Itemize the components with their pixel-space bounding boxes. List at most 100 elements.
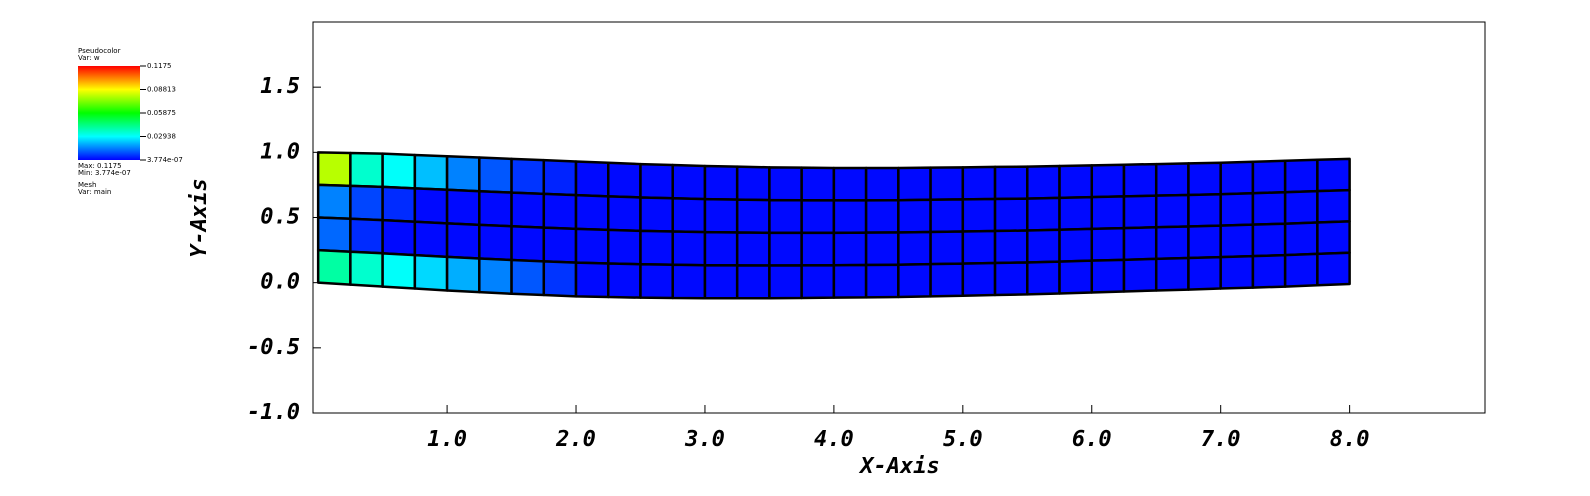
mesh-cell: [800, 263, 836, 300]
legend-max: Max: 0.1175: [78, 162, 122, 170]
mesh-cell: [1154, 193, 1190, 229]
mesh-cell: [671, 263, 707, 300]
mesh-cell: [316, 151, 352, 188]
mesh-cell: [542, 226, 578, 264]
mesh-cell: [993, 165, 1029, 201]
colorbar-tick-label: 3.774e-07: [147, 156, 183, 164]
mesh-cell: [607, 195, 642, 233]
y-tick-label: -1.0: [247, 400, 300, 425]
mesh-cell: [445, 154, 481, 193]
mesh-cell: [542, 158, 578, 197]
mesh-cell: [413, 253, 449, 292]
mesh-cell: [1187, 161, 1222, 197]
mesh-cell: [1090, 195, 1126, 231]
mesh-cell: [349, 250, 384, 288]
mesh-cell: [993, 197, 1029, 233]
mesh-cell: [510, 191, 546, 229]
mesh-cell: [316, 216, 352, 253]
mesh-cell: [478, 257, 513, 295]
mesh-cell: [1090, 163, 1126, 199]
y-tick-label: 1.5: [260, 74, 300, 99]
mesh-cell: [1154, 162, 1190, 197]
mesh-cell: [671, 163, 707, 201]
mesh-cell: [639, 263, 674, 300]
mesh-cell: [929, 262, 965, 298]
mesh-cell: [864, 166, 900, 202]
mesh-cell: [478, 156, 513, 194]
mesh-cell: [768, 264, 803, 300]
mesh-cell: [735, 231, 771, 267]
x-axis-title: X-Axis: [858, 454, 939, 479]
colorbar-tick-label: 0.08813: [147, 85, 176, 93]
mesh-cell: [381, 152, 417, 190]
mesh-cell: [993, 229, 1029, 265]
mesh-cell: [1187, 224, 1222, 260]
mesh-cell: [897, 230, 932, 266]
mesh-cell: [961, 261, 997, 297]
mesh-cell: [639, 229, 674, 267]
mesh-cell: [735, 264, 771, 300]
mesh-cell: [607, 262, 642, 299]
mesh-cell: [510, 225, 546, 263]
x-tick-label: 5.0: [943, 427, 983, 452]
mesh-cell: [607, 228, 642, 266]
mesh-cell: [671, 230, 707, 267]
mesh-cell: [1058, 259, 1094, 295]
mesh-cell: [1219, 160, 1255, 196]
mesh-cell: [1026, 228, 1061, 264]
x-tick-label: 7.0: [1201, 427, 1241, 452]
mesh-cell: [1122, 194, 1158, 230]
mesh-cell: [574, 261, 610, 299]
mesh-cell: [800, 231, 836, 267]
mesh-cell: [542, 260, 578, 298]
mesh-cell: [929, 230, 965, 266]
mesh-cell: [1154, 225, 1190, 261]
mesh-cell: [1058, 227, 1094, 263]
mesh-cell: [1316, 220, 1351, 256]
mesh-cell: [1283, 158, 1319, 194]
mesh-cell: [413, 187, 449, 225]
mesh-cell: [735, 198, 771, 235]
mesh-cell: [1122, 226, 1158, 262]
legend-var: Var: w: [78, 54, 100, 62]
x-tick-label: 3.0: [684, 427, 725, 452]
mesh-cell: [897, 198, 932, 234]
x-tick-label: 2.0: [555, 427, 596, 452]
y-axis-title: Y-Axis: [187, 178, 212, 257]
mesh-cell: [1026, 164, 1061, 200]
mesh-cell: [703, 263, 739, 300]
x-tick-label: 6.0: [1072, 427, 1112, 452]
mesh-cell: [316, 183, 352, 221]
mesh-cell: [1026, 196, 1061, 232]
mesh-cell: [1219, 223, 1255, 259]
mesh-cell: [832, 263, 868, 299]
mesh-title: Mesh: [78, 181, 96, 189]
mesh-cell: [897, 262, 932, 299]
mesh-cell: [735, 165, 771, 202]
mesh-cell: [574, 160, 610, 198]
mesh-cell: [897, 166, 932, 202]
mesh-cell: [1187, 255, 1222, 291]
legend-min: Min: 3.774e-07: [78, 169, 131, 177]
mesh-cell: [478, 189, 513, 228]
mesh-cell: [832, 166, 868, 202]
mesh-cell: [445, 188, 481, 227]
mesh-cell: [349, 184, 384, 222]
mesh-cell: [961, 197, 997, 233]
mesh-cell: [349, 151, 384, 189]
mesh-cell: [607, 161, 642, 199]
mesh-cell: [413, 153, 449, 192]
mesh-var: Var: main: [78, 188, 111, 196]
mesh-cell: [961, 229, 997, 265]
mesh-cell: [703, 197, 739, 234]
mesh-cell: [1316, 188, 1351, 224]
y-tick-label: 0.0: [260, 270, 300, 295]
x-tick-label: 4.0: [814, 427, 854, 452]
mesh-cell: [864, 231, 900, 267]
mesh-cell: [1122, 257, 1158, 293]
mesh-cell: [929, 198, 965, 234]
mesh-cell: [510, 258, 546, 297]
mesh-cell: [1251, 159, 1287, 195]
mesh-cell: [800, 166, 836, 202]
